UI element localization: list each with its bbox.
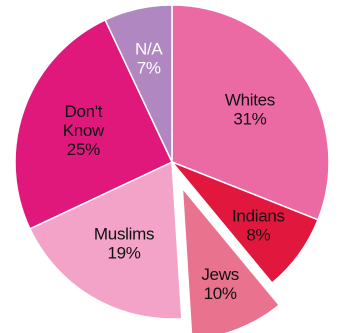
- slice-value-don-t-know: 25%: [67, 140, 100, 159]
- slice-value-jews: 10%: [204, 284, 237, 303]
- slice-label-don-t-know-1: Know: [63, 121, 105, 140]
- slice-label-n-a-0: N/A: [135, 39, 163, 58]
- pie-slice-jews: [178, 182, 283, 333]
- pie-slice-don-t-know: [14, 19, 173, 230]
- slice-label-indians-0: Indians: [232, 206, 285, 225]
- slice-label-muslims-0: Muslims: [94, 225, 154, 244]
- slice-value-muslims: 19%: [107, 244, 140, 263]
- slice-value-indians: 8%: [246, 225, 270, 244]
- slice-label-jews-0: Jews: [201, 265, 239, 284]
- slice-value-n-a: 7%: [137, 58, 161, 77]
- pie-slice-n-a: [104, 4, 173, 163]
- slice-label-don-t-know-0: Don't: [65, 102, 103, 121]
- pie-slice-indians: [171, 161, 319, 284]
- slice-label-whites-0: Whites: [225, 91, 275, 110]
- slice-value-whites: 31%: [233, 110, 266, 129]
- pie-slice-muslims: [29, 161, 183, 320]
- pie-slices: [14, 4, 330, 333]
- pie-slice-whites: [171, 4, 330, 221]
